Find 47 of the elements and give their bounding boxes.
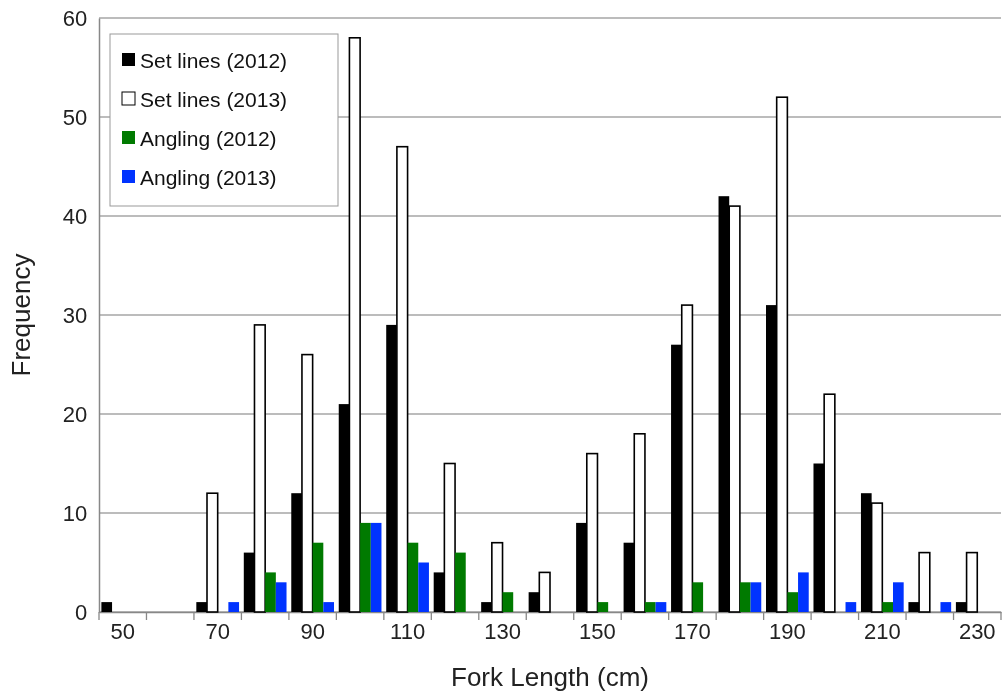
x-tick-label: 110	[390, 619, 426, 645]
bar	[787, 592, 799, 612]
legend-label: Angling (2013)	[140, 166, 277, 189]
x-tick-label: 150	[579, 619, 616, 645]
y-tick-label: 50	[62, 104, 88, 130]
bar	[502, 592, 514, 612]
legend-label: Set lines (2012)	[140, 49, 288, 72]
legend-label: Angling (2012)	[140, 127, 277, 150]
bar	[407, 542, 419, 612]
bar	[798, 572, 809, 612]
bar	[228, 602, 240, 612]
y-tick-label: 0	[74, 599, 88, 625]
bar	[644, 602, 656, 612]
y-axis-title: Frequency	[6, 253, 36, 377]
bar	[597, 602, 609, 612]
x-tick-label: 210	[863, 619, 901, 645]
x-tick-label: 190	[769, 619, 806, 645]
bar	[418, 562, 429, 612]
y-tick-label: 20	[62, 401, 88, 427]
legend-label: Set lines (2013)	[140, 88, 288, 111]
y-tick-label: 60	[62, 5, 88, 31]
bar	[940, 602, 952, 612]
bar	[370, 522, 382, 612]
x-tick-label: 50	[110, 619, 135, 645]
x-axis-title: Fork Length (cm)	[451, 662, 649, 692]
bar	[893, 582, 904, 612]
y-tick-label: 40	[62, 203, 88, 229]
bar	[739, 582, 751, 612]
bar	[323, 602, 334, 612]
bar	[360, 522, 371, 612]
x-tick-label: 90	[300, 619, 325, 645]
bar	[750, 582, 762, 612]
x-tick-label: 70	[205, 619, 230, 645]
x-tick-label: 230	[958, 619, 996, 645]
bar	[692, 582, 704, 612]
bar	[101, 602, 113, 612]
bar	[455, 552, 466, 612]
bar	[265, 572, 276, 612]
x-tick-label: 130	[484, 619, 521, 645]
bar	[655, 602, 667, 612]
y-tick-label: 10	[62, 500, 88, 526]
y-tick-label: 30	[62, 302, 88, 328]
bar	[845, 602, 857, 612]
bar	[312, 542, 324, 612]
x-tick-label: 170	[674, 619, 711, 645]
bar	[882, 602, 893, 612]
bar	[275, 582, 287, 612]
